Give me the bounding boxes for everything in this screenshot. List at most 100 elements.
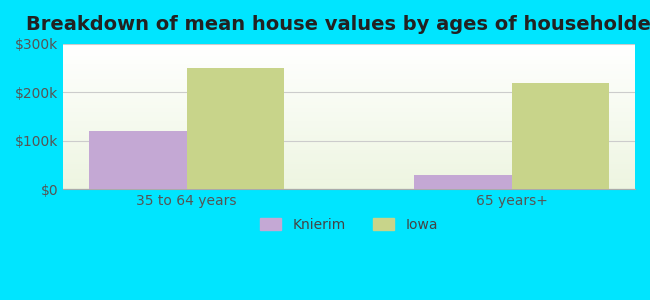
Bar <box>63 69 635 70</box>
Bar <box>63 48 635 50</box>
Bar <box>63 57 635 58</box>
Bar <box>63 159 635 160</box>
Bar <box>63 92 635 93</box>
Bar <box>63 67 635 69</box>
Bar <box>63 183 635 185</box>
Bar <box>63 51 635 52</box>
Bar <box>63 58 635 60</box>
Bar <box>63 176 635 178</box>
Bar <box>63 112 635 114</box>
Bar <box>63 154 635 156</box>
Bar <box>63 79 635 80</box>
Bar <box>63 98 635 99</box>
Bar <box>63 172 635 173</box>
Bar <box>63 118 635 119</box>
Bar <box>63 178 635 179</box>
Bar <box>63 88 635 89</box>
Bar <box>63 125 635 127</box>
Bar <box>63 52 635 54</box>
Bar <box>63 164 635 166</box>
Bar <box>63 121 635 122</box>
Bar <box>63 63 635 64</box>
Bar <box>63 83 635 85</box>
Bar <box>63 182 635 183</box>
Bar <box>63 116 635 118</box>
Bar <box>63 173 635 175</box>
Bar <box>63 156 635 157</box>
Bar <box>63 50 635 51</box>
Bar <box>63 170 635 172</box>
Bar <box>63 186 635 188</box>
Bar <box>63 169 635 170</box>
Bar <box>63 133 635 134</box>
Bar <box>63 119 635 121</box>
Bar <box>63 180 635 182</box>
Bar <box>63 162 635 163</box>
Legend: Knierim, Iowa: Knierim, Iowa <box>255 212 443 237</box>
Bar <box>89 131 187 189</box>
Bar <box>63 163 635 164</box>
Bar <box>63 188 635 189</box>
Bar <box>63 157 635 159</box>
Bar <box>63 153 635 154</box>
Bar <box>63 109 635 111</box>
Bar <box>63 90 635 92</box>
Bar <box>63 160 635 162</box>
Bar <box>63 106 635 108</box>
Bar <box>63 167 635 169</box>
Bar <box>63 108 635 109</box>
Bar <box>63 111 635 112</box>
Bar <box>63 122 635 124</box>
Bar <box>63 54 635 56</box>
Bar <box>63 61 635 63</box>
Bar <box>63 85 635 86</box>
Bar <box>63 45 635 47</box>
Bar <box>63 82 635 83</box>
Bar <box>63 100 635 102</box>
Bar <box>63 103 635 105</box>
Bar <box>63 130 635 131</box>
Bar <box>63 146 635 147</box>
Bar <box>63 60 635 61</box>
Bar <box>63 80 635 82</box>
Bar <box>63 166 635 167</box>
Bar <box>63 99 635 100</box>
Bar <box>63 141 635 143</box>
Bar <box>63 76 635 77</box>
Bar <box>512 82 609 189</box>
Bar <box>63 71 635 73</box>
Bar <box>63 86 635 88</box>
Bar <box>63 138 635 140</box>
Bar <box>414 175 512 189</box>
Bar <box>63 134 635 135</box>
Bar <box>63 124 635 125</box>
Bar <box>63 105 635 106</box>
Bar <box>63 96 635 98</box>
Bar <box>63 144 635 146</box>
Bar <box>63 150 635 152</box>
Bar <box>63 175 635 176</box>
Bar <box>63 185 635 186</box>
Bar <box>63 56 635 57</box>
Bar <box>63 128 635 130</box>
Bar <box>63 77 635 79</box>
Bar <box>63 152 635 153</box>
Bar <box>63 44 635 45</box>
Bar <box>63 70 635 71</box>
Bar <box>63 74 635 76</box>
Bar <box>63 127 635 128</box>
Bar <box>63 73 635 74</box>
Bar <box>63 131 635 133</box>
Bar <box>63 114 635 115</box>
Bar <box>63 148 635 150</box>
Bar <box>63 93 635 95</box>
Title: Breakdown of mean house values by ages of householders: Breakdown of mean house values by ages o… <box>26 15 650 34</box>
Bar <box>63 102 635 104</box>
Bar <box>63 140 635 141</box>
Bar <box>63 143 635 144</box>
Bar <box>63 147 635 148</box>
Bar <box>63 95 635 96</box>
Bar <box>63 179 635 180</box>
Bar <box>63 47 635 48</box>
Bar <box>63 135 635 137</box>
